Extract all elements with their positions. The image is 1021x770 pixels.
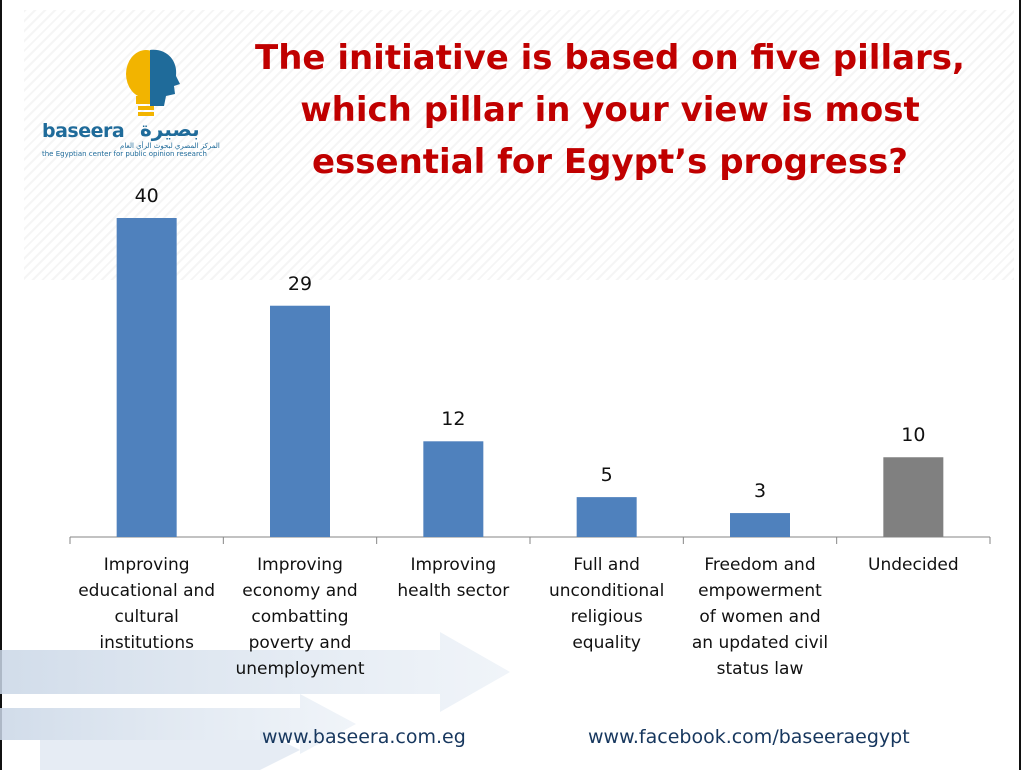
background-pattern [24,10,1014,280]
category-label-line: religious [570,607,643,627]
category-label-line: health sector [397,581,510,601]
slide-border-right [1019,0,1021,770]
bar-6 [883,457,944,537]
data-label-6: 10 [901,424,926,447]
category-label-line: equality [572,633,641,653]
data-label-1: 40 [134,185,159,207]
logo-wordmark: baseera [42,120,125,142]
category-label-line: Improving [410,555,497,575]
category-label-line: economy and [242,581,358,601]
bar-2 [270,305,330,537]
category-label-line: an updated civil [691,633,829,653]
category-label-line: institutions [99,633,194,653]
category-label-line: empowerment [698,581,822,601]
logo-arabic-tagline: المركز المصري لبحوث الرأي العام [120,142,220,150]
category-label-line: Improving [103,555,190,575]
category-label-line: cultural [114,607,179,627]
logo-arabic-wordmark: بصيرة [140,117,200,141]
facebook-link[interactable]: www.facebook.com/baseeraegypt [588,726,910,748]
category-label-line: Freedom and [704,555,816,575]
bar-1 [116,218,177,537]
website-link[interactable]: www.baseera.com.eg [262,726,466,748]
category-label-line: status law [716,659,804,679]
category-label-1: Improving educational and cultural institut… [72,552,222,656]
category-label-3: Improving health sector [378,552,528,604]
category-label-line: Full and [573,555,640,575]
bar-4 [576,497,637,537]
data-label-2: 29 [287,272,313,295]
lightbulb-head-icon [126,49,180,116]
category-label-line: Improving [257,555,343,575]
category-label-line: educational and [78,581,216,601]
data-label-5: 3 [753,480,767,503]
category-label-line: poverty and [248,633,352,653]
category-label-2: Improving economy and combatting poverty an… [225,552,375,682]
category-label-4: Full and unconditional religious equality [532,552,682,656]
decorative-arrows-icon [0,632,510,770]
category-label-5: Freedom and empowerment of women and an upd… [685,552,835,682]
data-label-4: 5 [600,464,613,487]
category-label-line: unemployment [235,659,365,679]
bar-3 [423,441,484,537]
category-label-line: combatting [251,607,349,627]
logo-tagline: the Egyptian center for public opinion r… [42,150,207,158]
category-label-line: unconditional [549,581,665,601]
slide-title: The initiative is based on five pillars,… [255,38,965,182]
slide-border-left [0,0,2,770]
category-label-line: Undecided [868,555,959,575]
data-label-3: 12 [441,408,466,431]
bar-5 [730,513,790,537]
category-label-6: Undecided [838,552,988,578]
category-label-line: of women and [699,607,821,627]
